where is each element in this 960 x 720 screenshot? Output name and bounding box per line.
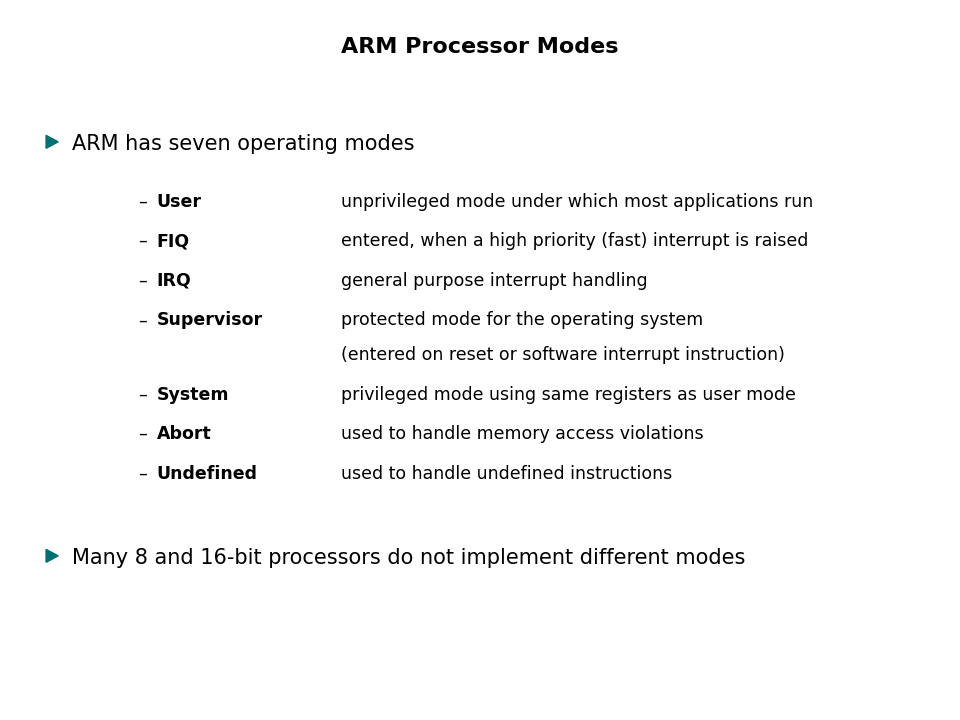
Text: ARM has seven operating modes: ARM has seven operating modes	[72, 134, 415, 154]
Text: –: –	[137, 271, 147, 289]
Text: User: User	[156, 192, 202, 210]
Text: used to handle memory access violations: used to handle memory access violations	[341, 425, 704, 443]
Text: Abort: Abort	[156, 425, 211, 443]
Text: protected mode for the operating system: protected mode for the operating system	[341, 311, 703, 329]
Text: unprivileged mode under which most applications run: unprivileged mode under which most appli…	[341, 192, 813, 210]
Text: –: –	[137, 311, 147, 329]
Polygon shape	[46, 549, 59, 562]
Text: –: –	[137, 192, 147, 210]
Text: IRQ: IRQ	[156, 271, 191, 289]
Text: privileged mode using same registers as user mode: privileged mode using same registers as …	[341, 386, 796, 403]
Text: entered, when a high priority (fast) interrupt is raised: entered, when a high priority (fast) int…	[341, 232, 808, 250]
Text: Many 8 and 16-bit processors do not implement different modes: Many 8 and 16-bit processors do not impl…	[72, 548, 745, 568]
Text: –: –	[137, 386, 147, 403]
Text: –: –	[137, 465, 147, 482]
Text: (entered on reset or software interrupt instruction): (entered on reset or software interrupt …	[341, 346, 784, 364]
Text: –: –	[137, 232, 147, 250]
Text: ARM Processor Modes: ARM Processor Modes	[341, 37, 619, 57]
Polygon shape	[46, 135, 59, 148]
Text: general purpose interrupt handling: general purpose interrupt handling	[341, 271, 647, 289]
Text: Undefined: Undefined	[156, 465, 257, 482]
Text: Supervisor: Supervisor	[156, 311, 263, 329]
Text: used to handle undefined instructions: used to handle undefined instructions	[341, 465, 672, 482]
Text: System: System	[156, 386, 229, 403]
Text: FIQ: FIQ	[156, 232, 190, 250]
Text: –: –	[137, 425, 147, 443]
